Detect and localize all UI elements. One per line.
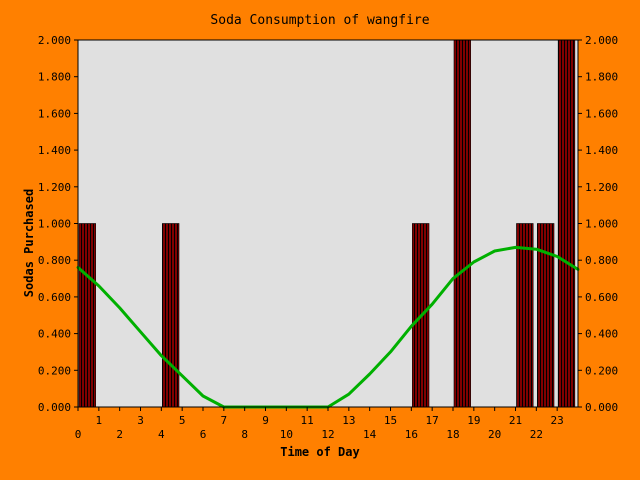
x-tick-label: 12 [321,428,334,441]
x-tick-label: 6 [200,428,207,441]
x-tick-label: 20 [488,428,501,441]
y-tick-label-left: 0.800 [38,254,71,267]
y-tick-label-right: 0.200 [585,364,618,377]
y-tick-label-left: 2.000 [38,34,71,47]
x-tick-label: 21 [509,414,522,427]
y-tick-label-right: 0.400 [585,328,618,341]
x-tick-label: 3 [137,414,144,427]
bar-hour-18 [453,39,471,408]
y-tick-label-right: 0.600 [585,291,618,304]
y-tick-label-left: 1.800 [38,71,71,84]
y-tick-label-right: 1.800 [585,71,618,84]
x-tick-label: 1 [96,414,103,427]
y-tick-label-left: 1.200 [38,181,71,194]
y-tick-label-left: 0.600 [38,291,71,304]
chart-title: Soda Consumption of wangfire [210,13,429,28]
y-tick-label-right: 0.800 [585,254,618,267]
x-tick-label: 16 [405,428,418,441]
x-tick-label: 14 [363,428,377,441]
bar-hour-21 [516,223,534,408]
x-tick-label: 22 [530,428,543,441]
bar-hour-0 [78,223,96,408]
bars [78,39,576,408]
y-tick-label-right: 1.400 [585,144,618,157]
y-tick-label-right: 2.000 [585,34,618,47]
x-tick-label: 23 [551,414,564,427]
y-tick-label-left: 0.400 [38,328,71,341]
x-tick-label: 11 [301,414,314,427]
bar-hour-4 [162,223,180,408]
plot-area [78,40,578,407]
y-tick-label-left: 0.200 [38,364,71,377]
x-tick-label: 0 [75,428,82,441]
axes: 0.000 0.000 0.200 0.200 0.400 0.400 0.600 0.600… [38,34,618,441]
y-tick-label-left: 1.600 [38,107,71,120]
y-tick-label-right: 1.600 [585,107,618,120]
x-tick-label: 2 [116,428,123,441]
y-tick-label-right: 0.000 [585,401,618,414]
bar-hour-23 [557,39,576,408]
x-tick-label: 13 [342,414,355,427]
y-tick-label-left: 0.000 [38,401,71,414]
x-tick-label: 8 [241,428,248,441]
x-tick-label: 5 [179,414,186,427]
x-tick-label: 10 [280,428,293,441]
x-tick-label: 15 [384,414,397,427]
x-tick-label: 17 [426,414,439,427]
x-tick-label: 18 [446,428,459,441]
x-tick-label: 4 [158,428,165,441]
y-tick-label-left: 1.000 [38,218,71,231]
x-tick-label: 7 [221,414,228,427]
y-tick-label-left: 1.400 [38,144,71,157]
y-tick-label-right: 1.200 [585,181,618,194]
x-tick-label: 9 [262,414,269,427]
x-axis-label: Time of Day [280,445,359,459]
y-tick-label-right: 1.000 [585,218,618,231]
y-axis-label: Sodas Purchased [22,189,36,297]
x-tick-label: 19 [467,414,480,427]
